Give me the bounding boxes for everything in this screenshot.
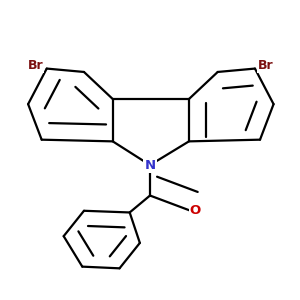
Text: N: N xyxy=(144,159,156,172)
Text: O: O xyxy=(190,204,201,217)
Text: Br: Br xyxy=(28,59,44,72)
Text: Br: Br xyxy=(258,59,274,72)
